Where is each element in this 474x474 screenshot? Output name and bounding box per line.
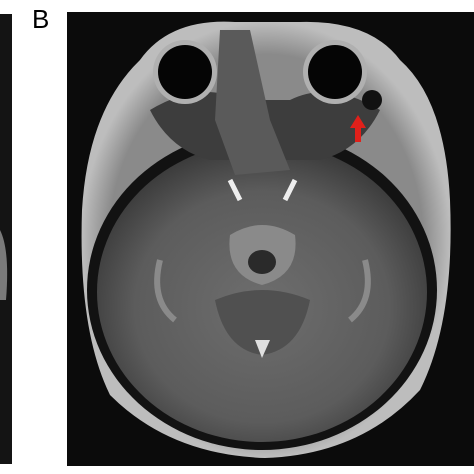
lesion <box>362 90 382 110</box>
eye-right <box>308 45 362 99</box>
cerebellum <box>215 290 310 355</box>
vessel <box>255 340 270 358</box>
vessels <box>227 178 298 202</box>
temporal-gyrus-left <box>154 259 177 323</box>
eye-left <box>158 45 212 99</box>
panel-label: B <box>32 4 50 34</box>
nasal-region <box>215 30 290 175</box>
panel-a-edge-tissue <box>0 230 8 300</box>
aqueduct <box>248 250 276 274</box>
panel-a-edge <box>0 14 12 464</box>
arrow <box>350 115 366 142</box>
temporal-gyrus-right <box>348 259 371 323</box>
